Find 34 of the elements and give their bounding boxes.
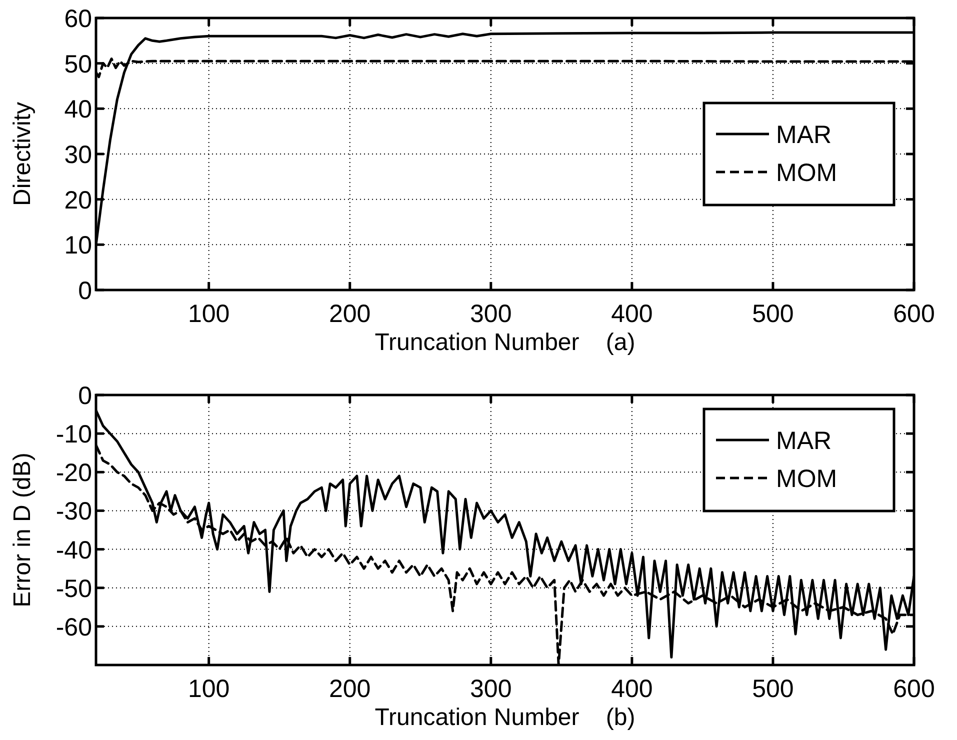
x-tick-label: 100 bbox=[188, 300, 230, 328]
y-tick-label: 40 bbox=[64, 96, 92, 124]
y-tick-label: 20 bbox=[64, 186, 92, 214]
x-tick-label: 400 bbox=[611, 675, 653, 703]
y-tick-label: -40 bbox=[56, 536, 92, 564]
y-tick-label: -20 bbox=[56, 459, 92, 488]
y-tick-label: 60 bbox=[64, 5, 92, 33]
x-tick-label: 200 bbox=[329, 300, 371, 328]
x-tick-label: 500 bbox=[752, 300, 794, 328]
legend-label: MAR bbox=[776, 121, 832, 149]
x-tick-label: 400 bbox=[611, 300, 653, 328]
x-tick-label: 600 bbox=[893, 675, 935, 703]
y-axis-title: Directivity bbox=[9, 102, 36, 206]
x-axis-title: Truncation Number (b) bbox=[374, 704, 636, 731]
x-tick-label: 100 bbox=[188, 675, 230, 703]
y-tick-label: -50 bbox=[56, 574, 92, 603]
x-tick-label: 500 bbox=[752, 675, 794, 703]
legend-label: MAR bbox=[776, 427, 832, 455]
x-tick-label: 600 bbox=[893, 300, 935, 328]
y-tick-label: 30 bbox=[64, 141, 92, 169]
y-tick-label: -10 bbox=[56, 420, 92, 449]
y-axis-title: Error in D (dB) bbox=[9, 452, 36, 608]
y-tick-label: 50 bbox=[64, 50, 92, 78]
x-tick-label: 300 bbox=[470, 300, 512, 328]
legend-label: MOM bbox=[776, 159, 838, 187]
x-tick-label: 200 bbox=[329, 675, 371, 703]
y-tick-label: -60 bbox=[56, 613, 92, 642]
x-axis-title: Truncation Number (a) bbox=[374, 329, 636, 356]
legend-label: MOM bbox=[776, 465, 838, 493]
y-tick-label: -30 bbox=[56, 498, 92, 526]
y-tick-label: 0 bbox=[78, 382, 92, 410]
y-tick-label: 10 bbox=[64, 232, 92, 260]
x-tick-label: 300 bbox=[470, 675, 512, 703]
y-tick-label: 0 bbox=[78, 277, 92, 305]
